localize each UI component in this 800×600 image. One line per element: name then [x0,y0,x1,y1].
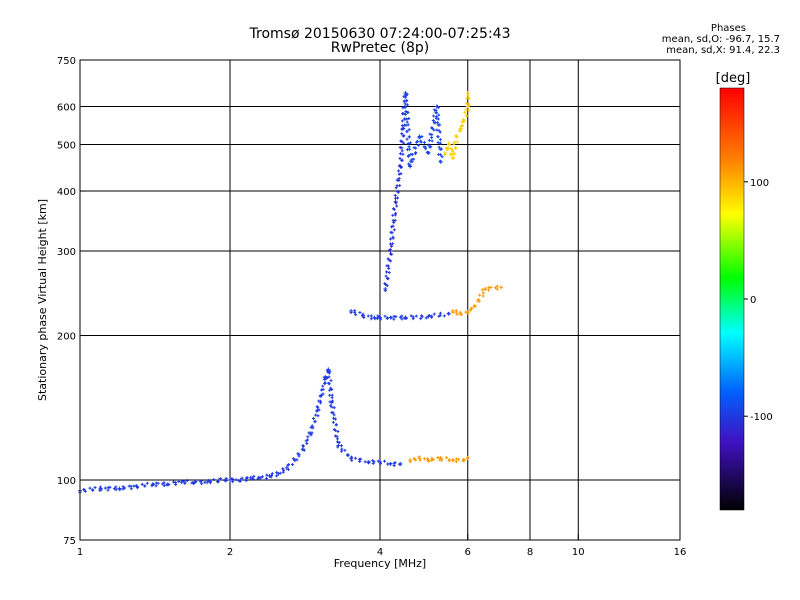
y-tick-label: 750 [57,56,76,67]
colorbar-tick-label: 100 [750,178,769,189]
phases-legend: Phases mean, sd,O: -96.7, 15.7 mean, sd,… [580,23,780,56]
y-tick-label: 400 [57,187,76,198]
x-tick-label: 2 [227,547,233,558]
chart-title: Tromsø 20150630 07:24:00-07:25:43 [249,26,511,42]
y-tick-label: 300 [57,247,76,258]
y-tick-label: 200 [57,332,76,343]
phases-title: Phases [710,23,746,34]
trace-x-trace-lower [408,455,470,464]
y-axis-label: Stationary phase Virtual Height [km] [36,199,49,401]
y-tick-label: 600 [57,103,76,114]
trace-e-and-f1-o-trace [78,367,403,494]
x-tick-label: 1 [77,547,83,558]
trace-x-trace-mid [450,284,504,317]
x-tick-label: 8 [527,547,533,558]
y-tick-label: 500 [57,141,76,152]
x-tick-label: 10 [572,547,585,558]
x-tick-label: 4 [377,547,383,558]
colorbar-label: [deg] [716,71,751,86]
colorbar [719,87,745,511]
trace-f2-o-trace-lower [349,308,451,321]
x-tick-label: 6 [465,547,471,558]
trace-x-trace-f2 [442,91,471,161]
y-tick-label: 75 [63,536,76,547]
phases-o-stats: mean, sd,O: -96.7, 15.7 [661,34,780,45]
trace-f2-o-trace-rising [383,91,408,293]
colorbar-tick-label: -100 [750,412,773,423]
x-tick-label: 16 [674,547,687,558]
trace-f2-o-trace-upper [402,91,444,169]
y-tick-label: 100 [57,476,76,487]
chart-subtitle: RwPretec (8p) [330,40,430,56]
colorbar-tick-label: 0 [750,295,756,306]
x-axis-label: Frequency [MHz] [334,557,426,570]
phases-x-stats: mean, sd,X: 91.4, 22.3 [666,45,780,56]
